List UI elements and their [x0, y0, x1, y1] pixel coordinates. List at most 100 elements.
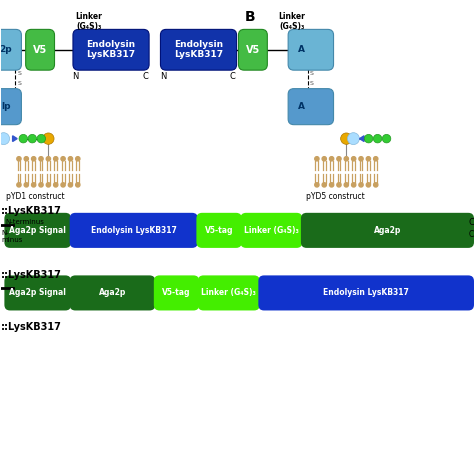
Circle shape — [347, 133, 359, 145]
Text: V5-tag: V5-tag — [205, 226, 233, 235]
Circle shape — [46, 183, 51, 187]
FancyBboxPatch shape — [154, 275, 199, 310]
Circle shape — [359, 156, 363, 161]
FancyBboxPatch shape — [70, 213, 198, 248]
Text: Aga2p: Aga2p — [99, 289, 126, 297]
FancyBboxPatch shape — [240, 213, 302, 248]
Circle shape — [344, 156, 348, 161]
Circle shape — [344, 183, 348, 187]
Text: lp: lp — [1, 102, 10, 111]
Text: A: A — [298, 46, 305, 54]
Text: Aga2p Signal: Aga2p Signal — [9, 289, 66, 297]
Circle shape — [366, 156, 371, 161]
Circle shape — [322, 183, 327, 187]
Circle shape — [19, 135, 27, 143]
Circle shape — [315, 183, 319, 187]
FancyBboxPatch shape — [288, 29, 334, 70]
FancyBboxPatch shape — [301, 213, 474, 248]
Text: pYD5 construct: pYD5 construct — [306, 192, 365, 201]
Circle shape — [352, 156, 356, 161]
FancyBboxPatch shape — [196, 213, 242, 248]
Circle shape — [24, 156, 28, 161]
FancyBboxPatch shape — [161, 29, 237, 70]
Circle shape — [315, 156, 319, 161]
Text: S: S — [18, 81, 21, 86]
Text: S: S — [18, 71, 21, 76]
Circle shape — [374, 156, 378, 161]
Text: Endolysin
LysKB317: Endolysin LysKB317 — [86, 40, 136, 59]
Circle shape — [337, 156, 341, 161]
Text: V5: V5 — [246, 45, 260, 55]
FancyBboxPatch shape — [73, 29, 149, 70]
Text: ::LysKB317: ::LysKB317 — [1, 322, 62, 332]
Text: S: S — [310, 71, 314, 76]
Circle shape — [37, 135, 46, 143]
Circle shape — [374, 183, 378, 187]
Circle shape — [383, 135, 391, 143]
Circle shape — [341, 133, 352, 144]
Circle shape — [43, 133, 54, 144]
FancyBboxPatch shape — [26, 29, 55, 70]
Circle shape — [374, 135, 382, 143]
Circle shape — [68, 183, 73, 187]
Circle shape — [61, 156, 65, 161]
Text: Aga2p: Aga2p — [374, 226, 401, 235]
Text: N-terminus: N-terminus — [6, 219, 45, 225]
Circle shape — [337, 183, 341, 187]
Circle shape — [352, 183, 356, 187]
Circle shape — [68, 156, 73, 161]
Text: C: C — [468, 218, 474, 227]
Circle shape — [329, 183, 334, 187]
FancyBboxPatch shape — [70, 275, 155, 310]
FancyBboxPatch shape — [198, 275, 260, 310]
Text: A: A — [298, 102, 305, 111]
Circle shape — [24, 183, 28, 187]
Polygon shape — [13, 136, 17, 141]
Text: ::LysKB317: ::LysKB317 — [1, 206, 62, 216]
Circle shape — [39, 156, 43, 161]
Polygon shape — [360, 136, 364, 141]
Text: C: C — [230, 72, 236, 81]
Text: Linker (G₄S)₃: Linker (G₄S)₃ — [244, 226, 299, 235]
Text: Endolysin LysKB317: Endolysin LysKB317 — [91, 226, 177, 235]
Text: Endolysin LysKB317: Endolysin LysKB317 — [323, 289, 409, 297]
Circle shape — [46, 156, 51, 161]
Circle shape — [76, 183, 80, 187]
Text: Linker
(G₄S)₃: Linker (G₄S)₃ — [75, 12, 102, 31]
Circle shape — [17, 183, 21, 187]
Text: C: C — [469, 230, 474, 239]
Circle shape — [32, 156, 36, 161]
Text: B: B — [245, 9, 255, 24]
Circle shape — [54, 183, 58, 187]
Text: ::LysKB317: ::LysKB317 — [1, 270, 62, 280]
FancyBboxPatch shape — [288, 89, 334, 125]
FancyBboxPatch shape — [0, 89, 21, 125]
Text: C: C — [142, 72, 148, 81]
FancyBboxPatch shape — [4, 275, 71, 310]
Text: Endolysin
LysKB317: Endolysin LysKB317 — [174, 40, 223, 59]
Text: Linker
(G₄S)₃: Linker (G₄S)₃ — [279, 12, 305, 31]
Text: N: N — [73, 72, 79, 81]
Text: pYD1 construct: pYD1 construct — [6, 192, 64, 201]
FancyBboxPatch shape — [0, 29, 21, 70]
Text: V5: V5 — [33, 45, 47, 55]
FancyBboxPatch shape — [4, 213, 71, 248]
Text: Linker (G₄S)₃: Linker (G₄S)₃ — [201, 289, 256, 297]
Circle shape — [329, 156, 334, 161]
Circle shape — [0, 133, 9, 145]
Circle shape — [28, 135, 36, 143]
Text: V5-tag: V5-tag — [162, 289, 191, 297]
Circle shape — [322, 156, 327, 161]
Text: S: S — [310, 81, 314, 86]
Circle shape — [54, 156, 58, 161]
FancyBboxPatch shape — [238, 29, 267, 70]
Circle shape — [365, 135, 373, 143]
Circle shape — [366, 183, 371, 187]
Circle shape — [359, 183, 363, 187]
Circle shape — [61, 183, 65, 187]
Circle shape — [32, 183, 36, 187]
FancyBboxPatch shape — [258, 275, 474, 310]
Circle shape — [76, 156, 80, 161]
Text: N: N — [160, 72, 166, 81]
Text: 2p: 2p — [0, 46, 12, 54]
